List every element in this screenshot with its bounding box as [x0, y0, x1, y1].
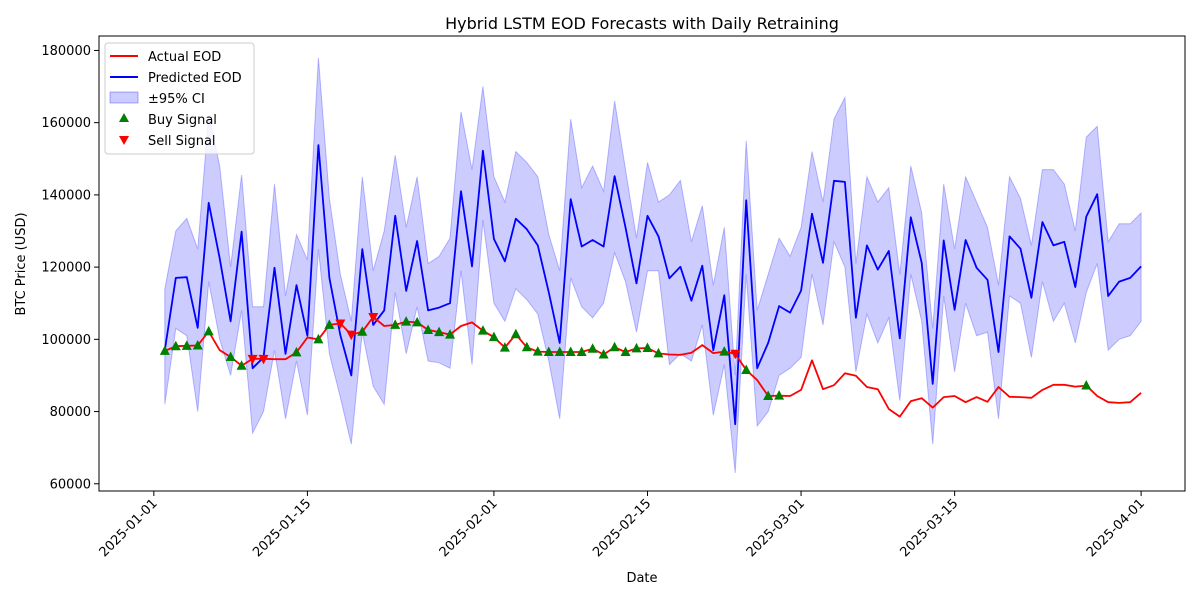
chart-title: Hybrid LSTM EOD Forecasts with Daily Ret…: [445, 14, 839, 33]
buy-signal-marker: [587, 343, 598, 353]
buy-signal-marker: [159, 345, 170, 355]
buy-signal-marker: [434, 326, 445, 337]
series-line-predicted: [163, 144, 1142, 426]
buy-signal-marker: [609, 341, 620, 352]
sell-signal-marker: [258, 354, 269, 365]
x-tick-label: 2025-03-15: [897, 496, 961, 560]
x-tick-label: 2025-03-01: [744, 496, 808, 560]
sell-signal-marker: [335, 319, 346, 329]
legend-actual-label: Actual EOD: [148, 50, 221, 65]
signal-markers-layer: [159, 312, 1092, 401]
legend-ci-label: ±95% CI: [148, 92, 205, 107]
buy-signal-marker: [642, 342, 653, 352]
buy-signal-marker: [554, 346, 565, 356]
plot-area-frame: [98, 35, 1186, 492]
buy-signal-marker: [357, 326, 368, 336]
buy-signal-marker: [543, 346, 554, 356]
buy-signal-marker: [620, 346, 631, 356]
buy-signal-marker: [741, 364, 752, 375]
legend-frame: [104, 42, 255, 155]
sell-signal-marker: [247, 354, 258, 365]
y-tick-label: 180000: [41, 44, 91, 59]
x-tick-label: 2025-02-15: [590, 496, 654, 560]
y-tick-label: 80000: [50, 405, 91, 420]
ci-band-layer: [164, 57, 1142, 473]
buy-signal-marker: [719, 346, 730, 356]
buy-signal-marker: [313, 333, 324, 344]
x-tick-label: 2025-04-01: [1084, 496, 1148, 560]
x-axis-title: Date: [626, 571, 657, 586]
buy-signal-marker: [203, 325, 214, 336]
buy-signal-marker: [631, 342, 642, 353]
buy-signal-marker: [477, 325, 488, 335]
y-tick-label: 100000: [41, 333, 91, 348]
buy-signal-marker: [445, 329, 456, 339]
legend-ci-swatch: [109, 91, 139, 104]
legend-sell-swatch: [119, 136, 129, 145]
x-tick-label: 2025-01-01: [97, 496, 161, 560]
buy-signal-marker: [521, 341, 532, 352]
buy-signal-marker: [192, 339, 203, 350]
legend-buy-label: Buy Signal: [148, 113, 217, 128]
buy-signal-marker: [774, 390, 785, 400]
buy-signal-marker: [576, 346, 587, 356]
buy-signal-marker: [225, 351, 236, 362]
buy-signal-marker: [170, 340, 181, 351]
y-tick-label: 120000: [41, 261, 91, 276]
x-tick-label: 2025-01-15: [250, 496, 314, 560]
buy-signal-marker: [390, 319, 401, 329]
buy-signal-marker: [763, 390, 774, 401]
buy-signal-marker: [499, 342, 510, 352]
legend-predicted-label: Predicted EOD: [148, 71, 242, 86]
buy-signal-marker: [291, 346, 302, 357]
y-tick-label: 140000: [41, 188, 91, 203]
buy-signal-marker: [565, 346, 576, 356]
legend: Actual EOD Predicted EOD ±95% CI Buy Sig…: [104, 42, 255, 155]
y-axis-title: BTC Price (USD): [14, 212, 29, 315]
buy-signal-marker: [1081, 380, 1092, 390]
x-axis-ticks: 2025-01-01 2025-01-15 2025-02-01 2025-02-15…: [97, 491, 1148, 560]
buy-signal-marker: [653, 347, 664, 358]
buy-signal-marker: [324, 319, 335, 329]
legend-sell-label: Sell Signal: [148, 134, 216, 149]
y-tick-label: 160000: [41, 116, 91, 131]
x-tick-label: 2025-02-01: [437, 496, 501, 560]
legend-buy-swatch: [119, 113, 129, 122]
buy-signal-marker: [236, 360, 247, 370]
buy-signal-marker: [598, 349, 609, 359]
sell-signal-marker: [730, 349, 741, 360]
y-axis-ticks: 60000 80000 100000 120000 140000 160000 180000: [41, 44, 99, 492]
buy-signal-marker: [532, 346, 543, 356]
ci-band: [164, 57, 1142, 473]
sell-signal-marker: [346, 330, 357, 341]
buy-signal-marker: [181, 340, 192, 350]
sell-signal-marker: [368, 312, 379, 323]
buy-signal-marker: [401, 316, 412, 326]
buy-signal-marker: [423, 324, 434, 334]
y-tick-label: 60000: [50, 477, 91, 492]
buy-signal-marker: [510, 328, 521, 339]
buy-signal-marker: [488, 331, 499, 342]
buy-signal-marker: [412, 316, 423, 327]
